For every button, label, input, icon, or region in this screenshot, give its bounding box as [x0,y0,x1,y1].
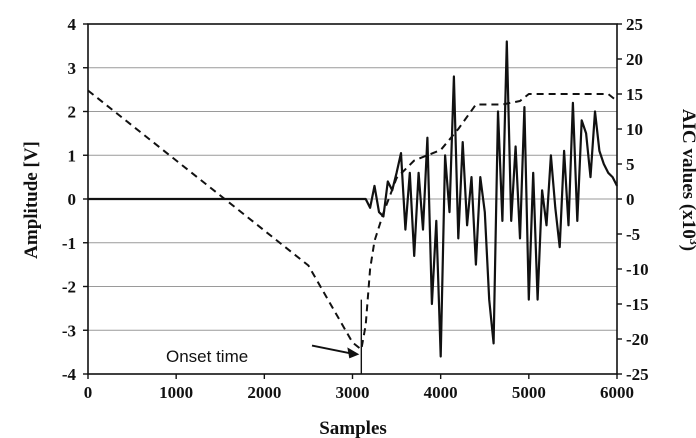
tick-labels: 0 1000 2000 3000 4000 5000 6000-4-3-2-101234-2… [62,15,649,402]
y-axis-right-title: AIC values (x103) [678,109,696,251]
y-left-tick-label: 0 [68,190,77,209]
tick-marks [83,23,622,379]
y-right-tick-label: 20 [626,50,643,69]
x-tick-label: 5000 [512,383,546,402]
amplitude-series-line [88,40,618,358]
y-right-tick-label: 5 [626,155,635,174]
x-axis-title: Samples [319,418,387,438]
y-right-tick-label: 15 [626,85,643,104]
x-tick-label: 1000 [159,383,193,402]
y-left-tick-label: 3 [68,59,77,78]
y-right-tick-label: 0 [626,190,635,209]
y-right-tick-label: -20 [626,330,649,349]
y-right-tick-label: -10 [626,260,649,279]
y-left-tick-label: -3 [62,321,76,340]
x-tick-label: 2000 [247,383,281,402]
y-left-tick-label: -4 [62,365,77,384]
x-tick-label: 4000 [424,383,458,402]
y-left-tick-label: 4 [68,15,77,34]
y-left-tick-label: -2 [62,278,76,297]
aic-series-line [87,89,618,351]
x-tick-label: 0 [84,383,93,402]
y-left-tick-label: 2 [68,103,77,122]
x-tick-label: 3000 [336,383,370,402]
y-axis-left-title: Amplitude [V] [21,141,42,259]
y-right-tick-label: 25 [626,15,643,34]
series-group [87,40,618,358]
onset-arrow-head [347,347,360,359]
y-right-tick-label: 10 [626,120,643,139]
onset-annotation [311,299,363,374]
onset-arrow-shaft [311,344,356,356]
y-right-tick-label: -5 [626,225,640,244]
onset-time-label: Onset time [166,347,248,366]
y-right-tick-label: -25 [626,365,649,384]
y-left-tick-label: 1 [68,146,77,165]
y-right-tick-label: -15 [626,295,649,314]
x-tick-label: 6000 [600,383,634,402]
y-left-tick-label: -1 [62,234,76,253]
